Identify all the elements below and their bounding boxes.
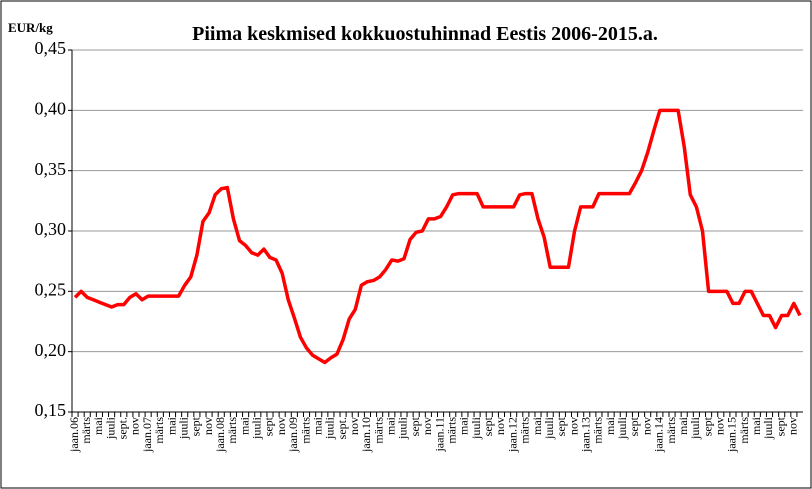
x-tick-label: nov xyxy=(201,417,215,435)
x-tick-label: juuli xyxy=(688,416,702,440)
x-tick-label: jaan.14 xyxy=(652,417,666,453)
x-tick-label: mai xyxy=(749,416,763,435)
x-tick-label: märts xyxy=(737,417,751,444)
x-tick-label: nov xyxy=(420,417,434,435)
x-tick-label: sept xyxy=(481,416,495,436)
x-tick-label: märts xyxy=(371,417,385,444)
x-tick-label: mai xyxy=(237,416,251,435)
x-tick-label: jaan.09 xyxy=(286,417,300,453)
x-tick-label: nov xyxy=(786,417,800,435)
x-tick-label: nov xyxy=(274,417,288,435)
x-tick-label: märts xyxy=(79,417,93,444)
x-tick-label: jaan.15 xyxy=(725,417,739,453)
x-tick-label: märts xyxy=(444,417,458,444)
x-tick-label: märts xyxy=(591,417,605,444)
x-tick-label: nov xyxy=(347,417,361,435)
x-tick-label: sept xyxy=(773,416,787,436)
x-tick-label: nov xyxy=(713,417,727,435)
x-tick-label: sept xyxy=(262,416,276,436)
x-tick-label: juuli xyxy=(323,416,337,440)
x-tick-label: märts xyxy=(152,417,166,444)
x-tick-label: juuli xyxy=(615,416,629,440)
x-tick-label: märts xyxy=(298,417,312,444)
x-tick-label: märts xyxy=(664,417,678,444)
x-tick-label: juuli xyxy=(176,416,190,440)
y-tick-label: 0,15 xyxy=(35,400,67,420)
x-tick-label: juuli xyxy=(542,416,556,440)
y-tick-label: 0,35 xyxy=(35,159,67,179)
x-tick-label: jaan.13 xyxy=(578,417,592,453)
x-tick-label: mai xyxy=(91,416,105,435)
x-tick-label: juuli xyxy=(103,416,117,440)
y-tick-label: 0,30 xyxy=(35,219,67,239)
x-tick-label: märts xyxy=(518,417,532,444)
x-tick-label: mai xyxy=(384,416,398,435)
y-tick-label: 0,40 xyxy=(35,98,67,118)
x-tick-label: sept. xyxy=(335,417,349,439)
x-tick-label: nov xyxy=(493,417,507,435)
x-tick-label: mai xyxy=(310,416,324,435)
x-tick-label: mai xyxy=(457,416,471,435)
x-tick-label: mai xyxy=(603,416,617,435)
x-tick-label: sept xyxy=(700,416,714,436)
x-tick-label: jaan.06 xyxy=(67,417,81,453)
y-tick-label: 0,45 xyxy=(35,38,67,58)
chart-title: Piima keskmised kokkuostuhinnad Eestis 2… xyxy=(192,23,658,45)
x-tick-label: sept xyxy=(189,416,203,436)
x-tick-label: jaan.10 xyxy=(359,417,373,453)
x-tick-label: jaan.12 xyxy=(505,417,519,453)
x-tick-label: mai xyxy=(164,416,178,435)
x-tick-label: nov xyxy=(639,417,653,435)
x-tick-label: märts xyxy=(225,417,239,444)
x-tick-label: juuli xyxy=(469,416,483,440)
x-tick-label: jaan.11 xyxy=(432,417,446,453)
x-tick-label: nov xyxy=(128,417,142,435)
x-tick-label: sept xyxy=(627,416,641,436)
x-tick-label: nov xyxy=(566,417,580,435)
x-tick-label: jaan.07 xyxy=(140,417,154,453)
x-tick-label: juuli xyxy=(396,416,410,440)
x-tick-label: juuli xyxy=(250,416,264,440)
x-tick-label: sept xyxy=(554,416,568,436)
x-tick-label: juuli xyxy=(761,416,775,440)
x-tick-label: jaan.08 xyxy=(213,417,227,453)
y-tick-label: 0,25 xyxy=(35,279,67,299)
x-tick-label: sept xyxy=(408,416,422,436)
data-line xyxy=(73,108,802,365)
y-tick-label: 0,20 xyxy=(35,340,67,360)
x-tick-label: sept. xyxy=(116,417,130,439)
y-axis-label: EUR/kg xyxy=(8,20,53,35)
x-tick-label: mai xyxy=(676,416,690,435)
x-tick-label: mai xyxy=(530,416,544,435)
